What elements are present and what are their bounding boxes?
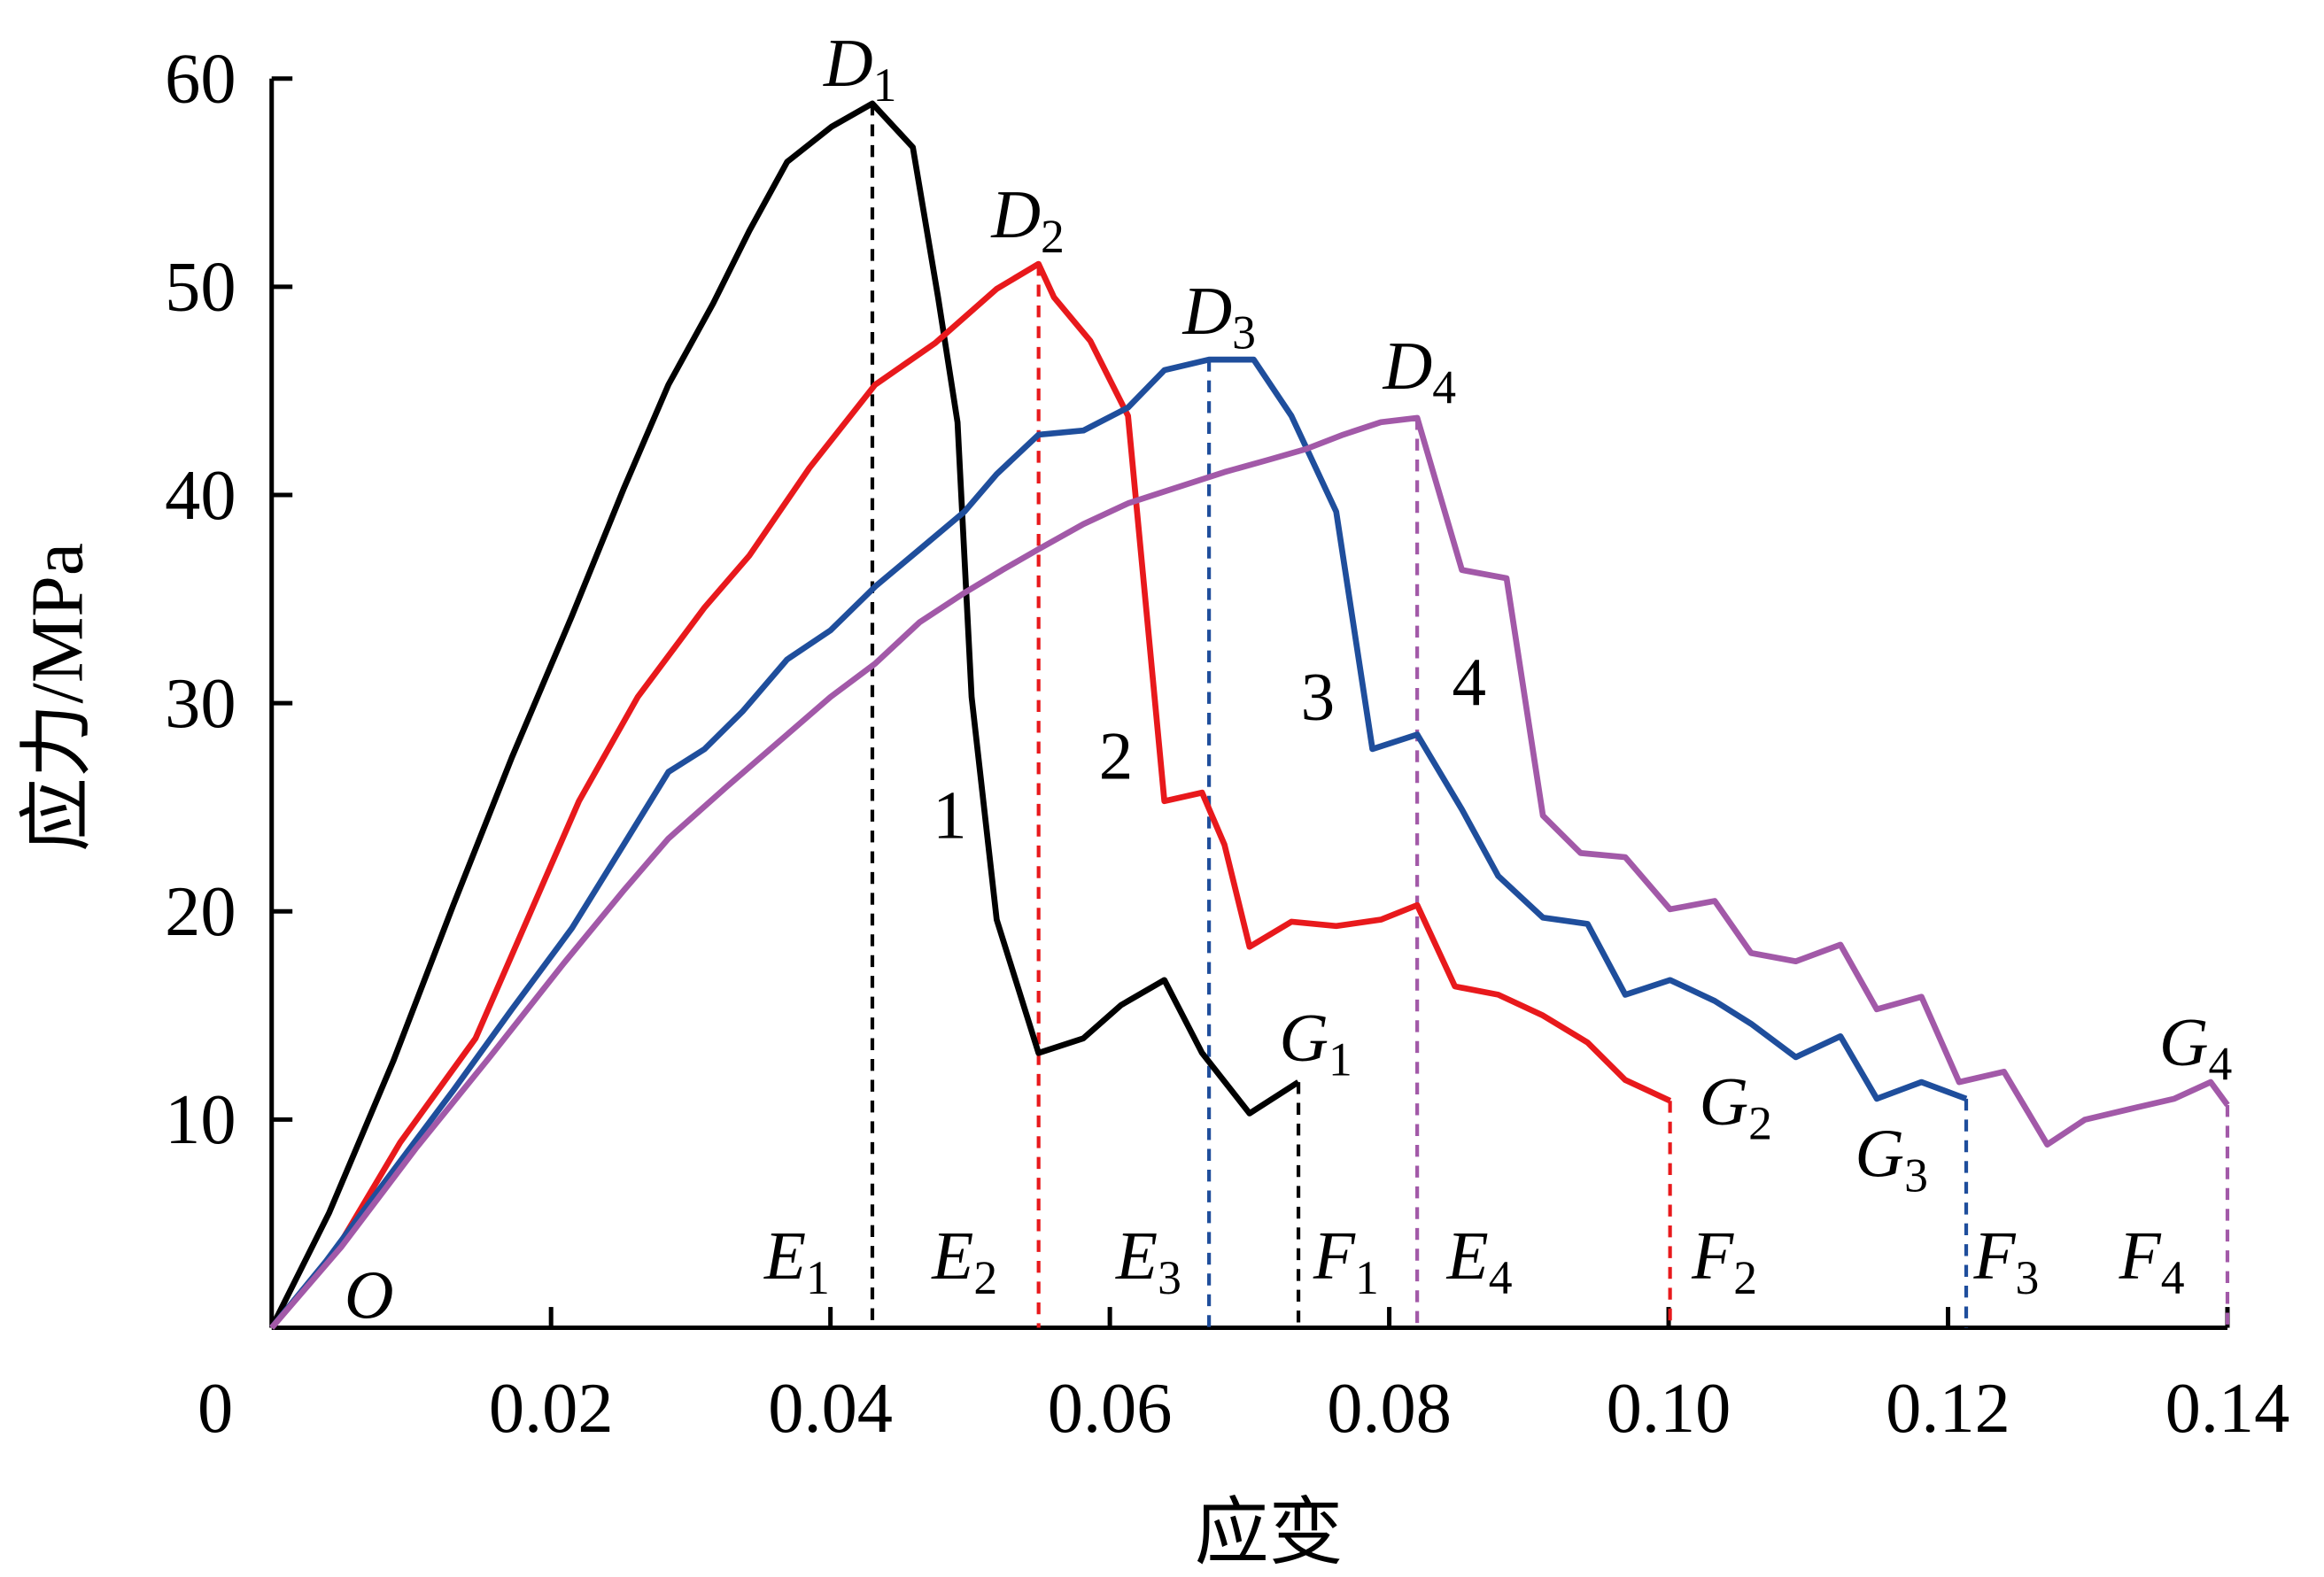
- y-axis-label: 应力/MPa: [16, 543, 98, 852]
- point-letter: F: [1972, 1218, 2016, 1294]
- y-tick-label: 20: [165, 872, 236, 951]
- x-tick-label: 0.12: [1886, 1369, 2010, 1448]
- point-label: G2: [1700, 1063, 1772, 1150]
- point-letter: F: [1691, 1218, 1734, 1294]
- point-subscript: 3: [2016, 1251, 2040, 1304]
- series-line: [269, 356, 1968, 1330]
- point-label: F1: [1313, 1218, 1379, 1304]
- point-subscript: 1: [873, 58, 897, 112]
- point-subscript: 4: [2161, 1251, 2185, 1304]
- y-tick-label: 40: [165, 456, 236, 535]
- point-label: G4: [2159, 1004, 2232, 1091]
- x-tick-label: 0.04: [768, 1369, 893, 1448]
- curve-label: 4: [1452, 644, 1487, 720]
- curve-label: 3: [1301, 659, 1336, 735]
- point-subscript: 4: [1489, 1251, 1513, 1304]
- point-letter: E: [1115, 1218, 1158, 1294]
- point-subscript: 1: [806, 1251, 830, 1304]
- point-label: E1: [763, 1218, 830, 1304]
- point-letter: E: [931, 1218, 973, 1294]
- point-subscript: 3: [1158, 1251, 1181, 1304]
- x-tick-label: 0.10: [1607, 1369, 1731, 1448]
- point-label: D4: [1383, 328, 1456, 414]
- point-letter: D: [990, 176, 1041, 252]
- point-label: G3: [1855, 1116, 1927, 1202]
- x-axis-label: 应变: [1195, 1492, 1344, 1574]
- y-tick-label: 10: [165, 1080, 236, 1159]
- point-label: D2: [990, 176, 1064, 263]
- point-letter: F: [1313, 1218, 1356, 1294]
- y-tick-label: 30: [165, 664, 236, 743]
- point-subscript: 2: [973, 1251, 997, 1304]
- y-tick-label: 50: [165, 248, 236, 327]
- point-letter: G: [1855, 1116, 1904, 1192]
- point-label: E4: [1446, 1218, 1513, 1304]
- point-subscript: 2: [1733, 1251, 1757, 1304]
- point-subscript: 2: [1748, 1097, 1772, 1150]
- point-label: D1: [823, 25, 896, 112]
- point-label: E3: [1115, 1218, 1181, 1304]
- series-line: [269, 260, 1672, 1330]
- point-subscript: 1: [1329, 1033, 1352, 1086]
- curve-label: 1: [933, 777, 967, 854]
- point-subscript: 4: [1432, 361, 1456, 414]
- point-label: F3: [1972, 1218, 2039, 1304]
- point-letter: G: [2159, 1004, 2209, 1080]
- series-line: [269, 414, 2230, 1330]
- point-letter: E: [1446, 1218, 1489, 1294]
- x-tick-label: 0.06: [1048, 1369, 1173, 1448]
- point-label: F2: [1691, 1218, 1757, 1304]
- curve-label: 2: [1099, 718, 1134, 794]
- point-label: G1: [1279, 1000, 1352, 1086]
- point-letter: D: [823, 25, 873, 101]
- point-label: F4: [2119, 1218, 2185, 1304]
- point-subscript: 3: [1904, 1148, 1928, 1202]
- y-tick-label: 60: [165, 40, 236, 119]
- point-subscript: 2: [1041, 210, 1065, 263]
- x-tick-label: 0.08: [1327, 1369, 1452, 1448]
- point-letter: D: [1181, 273, 1232, 349]
- point-letter: D: [1383, 328, 1433, 404]
- point-subscript: 3: [1232, 306, 1256, 359]
- point-label: E2: [931, 1218, 997, 1304]
- point-letter: F: [2119, 1218, 2162, 1294]
- point-letter: O: [345, 1256, 394, 1333]
- series-line: [268, 100, 1300, 1330]
- x-tick-label: 0: [198, 1369, 233, 1448]
- x-tick-label: 0.02: [489, 1369, 614, 1448]
- point-subscript: 1: [1355, 1251, 1379, 1304]
- point-label: O: [345, 1256, 394, 1333]
- point-subscript: 4: [2209, 1038, 2233, 1091]
- point-label: D3: [1181, 273, 1255, 359]
- point-letter: G: [1279, 1000, 1329, 1076]
- point-letter: G: [1700, 1063, 1749, 1140]
- x-tick-label: 0.14: [2165, 1369, 2290, 1448]
- point-letter: E: [763, 1218, 806, 1294]
